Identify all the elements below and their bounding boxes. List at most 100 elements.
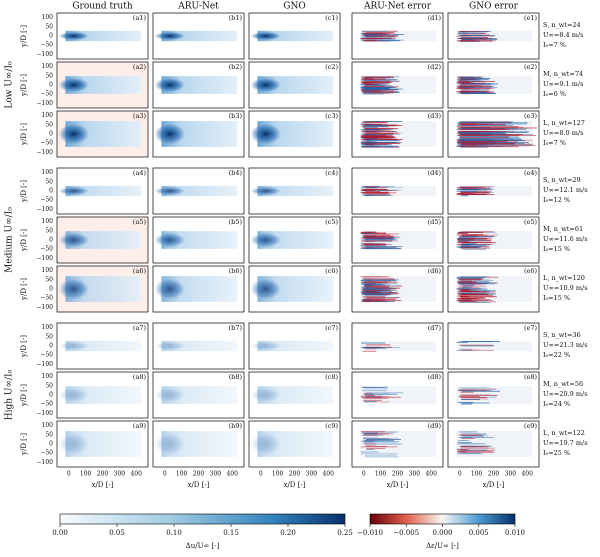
streak: [361, 283, 391, 285]
streak: [364, 286, 390, 288]
streak: [460, 403, 472, 405]
panel: (b6): [152, 265, 245, 313]
streak: [364, 145, 398, 147]
wake: [161, 185, 238, 197]
wake-core: [58, 341, 90, 351]
streak: [458, 127, 517, 129]
row-info: I₀=24 %: [543, 400, 570, 408]
streak: [360, 232, 373, 233]
streak: [461, 144, 515, 146]
wake-core: [250, 341, 282, 351]
streak: [360, 242, 374, 244]
panel-frame: [152, 265, 245, 313]
panel: (c5): [248, 216, 341, 264]
streak: [457, 238, 469, 240]
panel-frame: [447, 12, 540, 60]
streak: [456, 246, 465, 248]
streak: [362, 282, 388, 284]
streak: [361, 140, 370, 142]
streak: [363, 291, 394, 293]
streak: [364, 188, 385, 190]
x-tick-label: 400: [130, 471, 142, 478]
streak: [459, 437, 494, 438]
field: [448, 168, 539, 214]
wake: [360, 340, 437, 352]
panel: (c3): [248, 110, 341, 158]
streak: [458, 123, 477, 125]
streak: [459, 136, 510, 138]
streak: [460, 288, 488, 290]
panel: (e4): [447, 167, 540, 215]
streak: [459, 38, 497, 40]
panel: (b7): [152, 322, 245, 370]
streak: [458, 281, 477, 282]
panel-label: (c3): [325, 112, 338, 120]
panel: (e2): [447, 61, 540, 109]
x-axis-label: x/D [-]: [188, 481, 210, 489]
streak: [457, 287, 487, 289]
streak: [364, 299, 396, 300]
streak: [462, 349, 495, 351]
streak: [459, 301, 477, 302]
panel-frame: [56, 216, 149, 264]
wake: [257, 30, 334, 42]
streak: [362, 390, 387, 392]
streak: [364, 456, 399, 458]
field: [448, 111, 539, 157]
field: [249, 266, 340, 312]
streak: [361, 342, 386, 344]
y-axis-label: y/D [-]: [20, 74, 28, 97]
row-info: S, n_wt=29: [543, 176, 581, 184]
streak: [362, 350, 377, 352]
y-tick-label: 100: [42, 112, 54, 119]
streak: [460, 186, 495, 187]
streak: [363, 90, 373, 92]
streak: [457, 277, 485, 279]
y-tick-label: 100: [42, 218, 54, 225]
streak: [457, 32, 484, 34]
panel: (c1): [248, 12, 341, 60]
panel-label: (d2): [428, 63, 442, 71]
streak: [360, 243, 379, 245]
streak: [461, 451, 495, 453]
streak: [364, 134, 379, 136]
streak: [456, 276, 487, 278]
panel-label: (e7): [524, 324, 538, 332]
wake-core: [154, 77, 186, 93]
streak: [360, 81, 399, 83]
streak: [362, 194, 394, 196]
streak: [365, 137, 397, 139]
field: [153, 168, 244, 214]
panel-frame: [152, 420, 245, 468]
panel-frame: [56, 371, 149, 419]
streak: [360, 237, 375, 239]
streak: [362, 86, 370, 88]
streak: [365, 291, 376, 293]
streak: [361, 87, 391, 88]
x-tick-label: 0: [259, 471, 263, 478]
column-title: GNO: [283, 2, 305, 12]
panel-frame: [152, 322, 245, 370]
wake-core: [154, 123, 186, 145]
colorbar-label: Δε/U∞ [-]: [426, 542, 459, 550]
row-info: I₀=15 %: [543, 245, 570, 253]
wake-core: [58, 186, 90, 196]
panel-label: (c4): [325, 169, 338, 177]
streak: [457, 450, 493, 452]
panel-label: (c7): [325, 324, 338, 332]
streak: [458, 130, 508, 132]
streak: [459, 389, 492, 391]
streak: [365, 280, 377, 282]
streak: [364, 396, 391, 397]
streak: [364, 189, 398, 191]
streak: [462, 341, 501, 342]
colorbar-label: Δu/U∞ [-]: [186, 542, 220, 550]
row-info: U∞=8.0 m/s: [543, 129, 583, 137]
wake-core: [58, 433, 90, 455]
streak: [458, 234, 478, 236]
streak: [366, 39, 404, 41]
y-tick-label: −50: [40, 140, 53, 147]
panel-frame: [152, 61, 245, 109]
streak: [364, 401, 377, 403]
streak: [457, 388, 477, 390]
